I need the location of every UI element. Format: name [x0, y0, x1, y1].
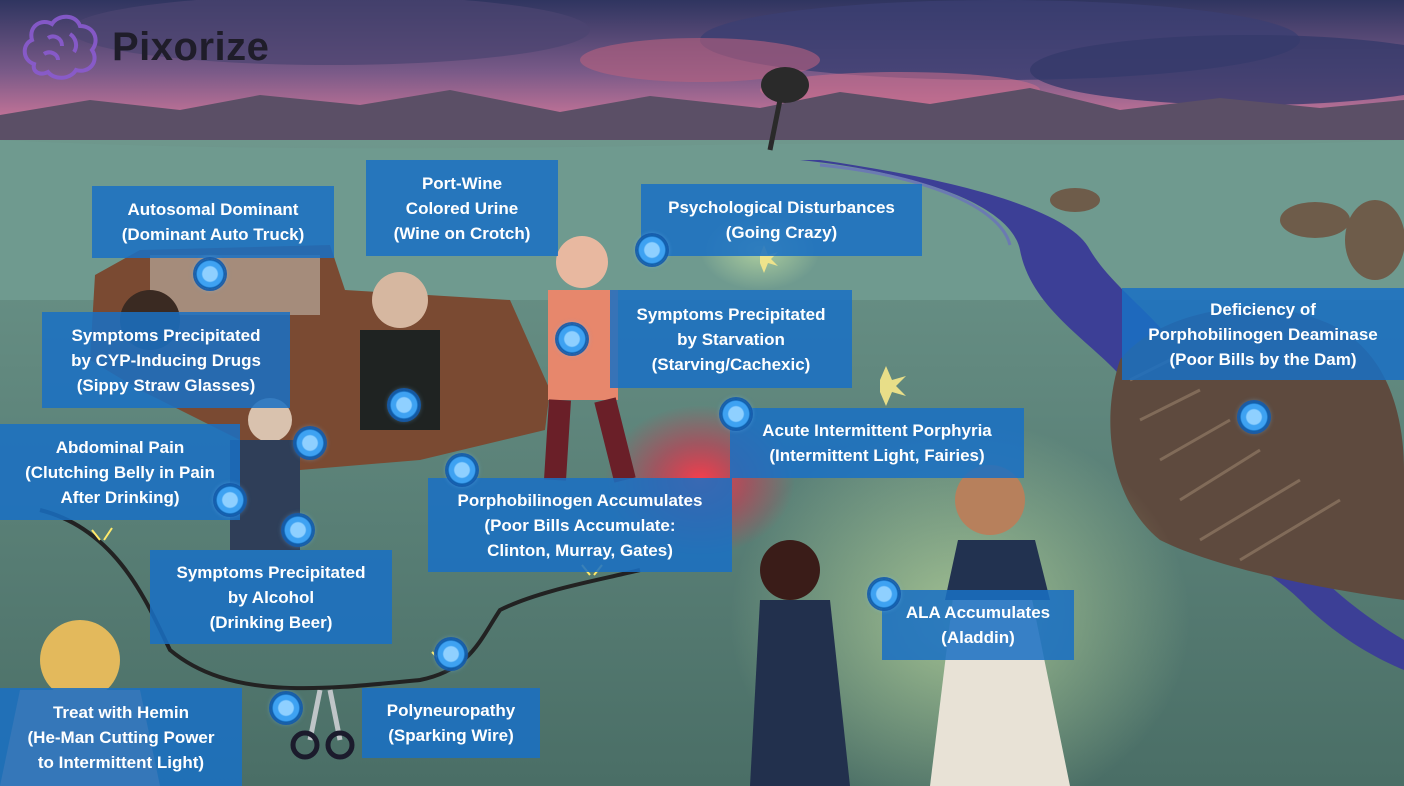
marker-alcohol[interactable]: [283, 515, 313, 545]
label-text: (Starving/Cachexic): [651, 354, 811, 374]
marker-autosomal-dominant[interactable]: [195, 259, 225, 289]
marker-porphobilinogen-accumulates[interactable]: [447, 455, 477, 485]
label-text: (Intermittent Light, Fairies): [769, 446, 985, 465]
label-text: Port-Wine: [421, 173, 503, 193]
label-text: Colored Urine: [405, 198, 519, 218]
marker-acute-intermittent-porphyria[interactable]: [721, 399, 751, 429]
label-text: ALA Accumulates: [905, 603, 1051, 622]
marker-cyp-inducing-drugs[interactable]: [295, 428, 325, 458]
label-ala-accumulates: ALA Accumulates (Aladdin): [882, 590, 1074, 660]
label-abdominal-pain: Abdominal Pain (Clutching Belly in Pain …: [0, 424, 240, 520]
label-acute-intermittent-porphyria: Acute Intermittent Porphyria (Intermitte…: [730, 408, 1024, 478]
label-text: Abdominal Pain: [55, 437, 185, 457]
marker-treat-with-hemin[interactable]: [271, 693, 301, 723]
label-text: (Drinking Beer): [209, 612, 333, 632]
label-text: (Dominant Auto Truck): [121, 225, 305, 244]
label-text: Symptoms Precipitated: [636, 304, 826, 324]
label-psychological-disturbances: Psychological Disturbances (Going Crazy): [641, 184, 922, 256]
marker-starvation[interactable]: [557, 324, 587, 354]
label-text: Symptoms Precipitated: [176, 562, 366, 582]
marker-ala-accumulates[interactable]: [869, 579, 899, 609]
label-text: by Starvation: [677, 329, 785, 349]
label-text: (He-Man Cutting Power: [27, 727, 215, 747]
label-text: (Poor Bills Accumulate:: [484, 515, 676, 535]
label-deficiency-pbg-deaminase: Deficiency of Porphobilinogen Deaminase …: [1122, 288, 1404, 380]
label-text: to Intermittent Light): [37, 752, 205, 772]
label-text: Porphobilinogen Deaminase: [1148, 324, 1378, 344]
label-text: Symptoms Precipitated: [71, 325, 261, 345]
label-alcohol: Symptoms Precipitated by Alcohol (Drinki…: [150, 550, 392, 644]
label-treat-with-hemin: Treat with Hemin (He-Man Cutting Power t…: [0, 688, 242, 786]
label-text: (Sparking Wire): [388, 726, 514, 745]
marker-deficiency-pbg-deaminase[interactable]: [1239, 402, 1269, 432]
label-polyneuropathy: Polyneuropathy (Sparking Wire): [362, 688, 540, 758]
label-cyp-inducing-drugs: Symptoms Precipitated by CYP-Inducing Dr…: [42, 312, 290, 408]
label-text: by Alcohol: [227, 587, 315, 607]
label-text: Acute Intermittent Porphyria: [762, 421, 992, 440]
marker-polyneuropathy[interactable]: [436, 639, 466, 669]
label-text: (Going Crazy): [725, 223, 838, 242]
label-text: (Sippy Straw Glasses): [76, 375, 256, 395]
marker-port-wine-urine[interactable]: [389, 390, 419, 420]
brain-icon: [22, 14, 98, 80]
label-text: Deficiency of: [1210, 299, 1316, 319]
label-text: (Wine on Crotch): [393, 223, 531, 243]
label-text: Autosomal Dominant: [127, 200, 299, 219]
marker-abdominal-pain[interactable]: [215, 485, 245, 515]
pixorize-logo: Pixorize: [18, 8, 269, 86]
label-text: Clinton, Murray, Gates): [487, 540, 673, 560]
marker-psychological-disturbances[interactable]: [637, 235, 667, 265]
label-text: (Poor Bills by the Dam): [1169, 349, 1357, 369]
label-starvation: Symptoms Precipitated by Starvation (Sta…: [610, 290, 852, 388]
label-text: Porphobilinogen Accumulates: [457, 490, 703, 510]
label-text: (Clutching Belly in Pain: [25, 462, 215, 482]
label-port-wine-urine: Port-Wine Colored Urine (Wine on Crotch): [366, 160, 558, 256]
label-text: Treat with Hemin: [52, 702, 190, 722]
label-text: (Aladdin): [941, 628, 1015, 647]
brand-name: Pixorize: [112, 24, 270, 69]
label-text: After Drinking): [60, 487, 180, 507]
label-text: Psychological Disturbances: [668, 198, 895, 217]
label-text: by CYP-Inducing Drugs: [71, 350, 261, 370]
label-porphobilinogen-accumulates: Porphobilinogen Accumulates (Poor Bills …: [428, 478, 732, 572]
label-text: Polyneuropathy: [386, 701, 516, 720]
label-autosomal-dominant: Autosomal Dominant (Dominant Auto Truck): [92, 186, 334, 258]
